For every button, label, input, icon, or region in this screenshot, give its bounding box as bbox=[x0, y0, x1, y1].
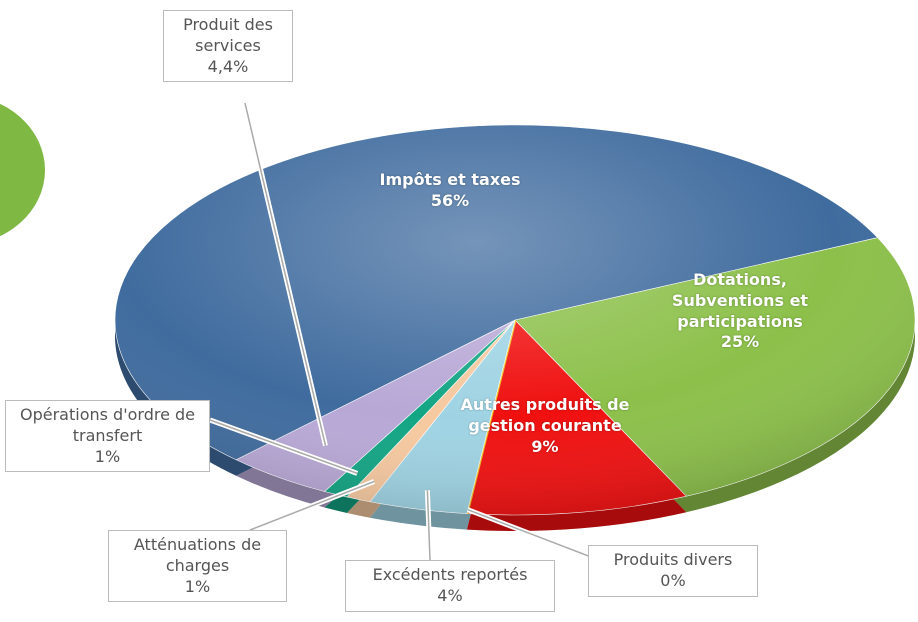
slice-label: Impôts et taxes 56% bbox=[340, 170, 560, 212]
slice-label: Dotations, Subventions et participations… bbox=[650, 270, 830, 353]
label-text: 1% bbox=[184, 576, 211, 596]
slice-label: Produit des services 4,4% bbox=[163, 10, 293, 83]
slice-label: Atténuations de charges 1% bbox=[108, 530, 287, 603]
label-text: 0% bbox=[660, 570, 686, 590]
slice-label: Produits divers 0% bbox=[588, 545, 758, 597]
slice-label: Autres produits de gestion courante 9% bbox=[440, 395, 650, 457]
label-text: Autres produits de gestion courante bbox=[460, 395, 630, 435]
label-text: Opérations d'ordre de transfert bbox=[20, 405, 195, 445]
slice-label: Opérations d'ordre de transfert 1% bbox=[5, 400, 210, 473]
leader-line bbox=[244, 102, 327, 446]
label-text: 4% bbox=[437, 585, 463, 605]
leader-line bbox=[209, 419, 358, 475]
other-chart-edge bbox=[0, 103, 45, 237]
label-text: 25% bbox=[720, 332, 760, 352]
leader-line bbox=[426, 490, 431, 561]
label-text: Produits divers bbox=[613, 550, 733, 569]
label-text: Excédents reportés bbox=[372, 565, 528, 584]
label-text: 4,4% bbox=[207, 56, 249, 76]
label-text: Produit des services bbox=[183, 15, 273, 55]
label-text: Atténuations de charges bbox=[133, 535, 262, 575]
leader-line bbox=[249, 480, 375, 531]
label-text: 9% bbox=[531, 436, 559, 456]
label-text: 1% bbox=[94, 446, 121, 466]
label-text: Dotations, Subventions et participations bbox=[671, 270, 809, 331]
label-text: Impôts et taxes bbox=[379, 170, 521, 189]
slice-label: Excédents reportés 4% bbox=[345, 560, 555, 612]
leader-lines bbox=[209, 102, 626, 573]
label-text: 56% bbox=[430, 190, 470, 210]
